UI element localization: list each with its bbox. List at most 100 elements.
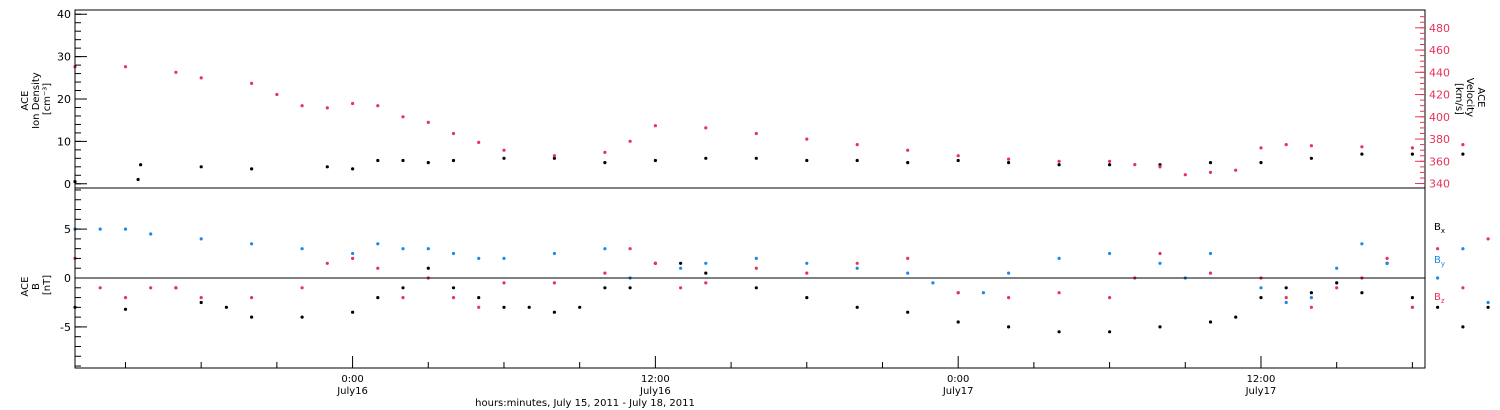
- density-series-0-point: [603, 161, 607, 165]
- bz-point: [1057, 291, 1061, 295]
- tick-label: 380: [1429, 133, 1450, 146]
- by-point: [1335, 266, 1339, 270]
- by-point: [98, 227, 102, 231]
- density-series-0-point: [1057, 163, 1061, 167]
- bx-point: [1309, 291, 1313, 295]
- bz-point: [149, 286, 153, 290]
- bz-point: [855, 261, 859, 265]
- by-point: [679, 266, 683, 270]
- bz-point: [250, 296, 254, 300]
- density-series-0-point: [1108, 163, 1112, 167]
- legend-by: By: [1434, 255, 1445, 268]
- velocity-series-1-point: [1234, 168, 1238, 172]
- bz-point: [1486, 237, 1490, 241]
- density-series-0-point: [139, 163, 143, 167]
- by-point: [1208, 251, 1213, 256]
- density-series-0-series: [73, 152, 1465, 184]
- by-point: [199, 237, 203, 241]
- bx-point: [1461, 325, 1465, 329]
- velocity-series-1-point: [552, 154, 557, 158]
- velocity-series-1-point: [653, 124, 658, 128]
- bx-point: [1057, 330, 1061, 334]
- by-point: [1158, 261, 1162, 265]
- velocity-series-1-point: [250, 81, 254, 85]
- legend-bx: Bx: [1434, 222, 1445, 235]
- velocity-series-1-point: [906, 148, 910, 152]
- density-series-0-point: [451, 158, 456, 163]
- by-point: [451, 251, 456, 256]
- by-point: [552, 251, 557, 256]
- density-series-0-point: [1360, 152, 1364, 156]
- velocity-series-1-point: [123, 65, 128, 69]
- velocity-axis: 340 360 380 400 420 440 460 480: [1415, 16, 1450, 191]
- bz-point: [1284, 296, 1288, 300]
- tick-label: 420: [1429, 89, 1450, 102]
- by-point: [906, 271, 910, 275]
- velocity-series-1-point: [855, 143, 859, 147]
- bx-point: [1436, 305, 1440, 309]
- bz-point: [653, 261, 658, 265]
- by-point: [1309, 296, 1313, 300]
- density-series-0-point: [1461, 152, 1465, 156]
- bz-point: [704, 281, 708, 285]
- tick-label: 480: [1429, 22, 1450, 35]
- bz-point: [1461, 286, 1465, 290]
- by-point: [1057, 256, 1061, 260]
- tick-label: 5: [64, 223, 71, 236]
- top-panel-data: [73, 65, 1465, 184]
- b-field-axis: -5 0 5: [60, 189, 87, 367]
- bz-point: [1007, 296, 1011, 300]
- by-point: [149, 232, 153, 236]
- by-point: [300, 247, 304, 251]
- bx-point: [1158, 325, 1162, 329]
- by-point: [376, 242, 380, 246]
- by-point: [981, 291, 986, 295]
- bx-point: [123, 307, 128, 311]
- density-series-0-point: [906, 161, 910, 165]
- by-point: [805, 261, 809, 265]
- bx-point: [527, 305, 531, 309]
- tick-label: 10: [57, 135, 71, 148]
- bottom-panel-data: [73, 227, 1490, 334]
- velocity-series-1-point: [1108, 159, 1112, 163]
- bx-point: [1335, 281, 1339, 285]
- by-point: [1385, 261, 1389, 265]
- velocity-series-1-point: [376, 104, 380, 108]
- velocity-series-1-point: [805, 137, 809, 141]
- by-point: [603, 247, 607, 251]
- bx-point: [351, 310, 355, 314]
- bz-point: [956, 291, 960, 295]
- bx-point: [628, 286, 632, 290]
- bx-point: [401, 286, 405, 290]
- density-series-0-point: [1410, 152, 1414, 156]
- tick-date-label: July17: [942, 386, 974, 397]
- bx-point: [805, 296, 809, 300]
- bx-point: [1108, 330, 1112, 334]
- density-series-0-point: [351, 167, 355, 171]
- density-series-0-point: [376, 158, 380, 163]
- velocity-series-1-point: [628, 139, 632, 143]
- bx-point: [1234, 315, 1238, 319]
- by-point: [502, 256, 506, 260]
- by-point: [1486, 300, 1490, 305]
- velocity-series-1-point: [199, 76, 203, 80]
- bx-point: [224, 305, 228, 309]
- density-series-0-point: [325, 165, 329, 169]
- bz-point: [1410, 305, 1414, 309]
- tick-label: 400: [1429, 111, 1450, 124]
- bz-point: [325, 261, 329, 265]
- density-series-0-point: [805, 158, 809, 163]
- velocity-series-1-point: [1208, 170, 1213, 174]
- velocity-series-1-point: [502, 148, 506, 152]
- bz-point: [451, 296, 456, 300]
- velocity-series-1-point: [1360, 145, 1364, 149]
- bx-point: [578, 305, 582, 309]
- bz-point: [1436, 247, 1440, 251]
- velocity-series-1-point: [704, 126, 708, 130]
- density-series-0-point: [754, 156, 758, 160]
- bx-point: [704, 271, 708, 275]
- bx-point: [300, 315, 304, 319]
- time-axis: 0:00July1612:00July160:00July1712:00July…: [124, 356, 1413, 397]
- velocity-series-1-series: [73, 65, 1465, 177]
- bz-point: [477, 305, 481, 309]
